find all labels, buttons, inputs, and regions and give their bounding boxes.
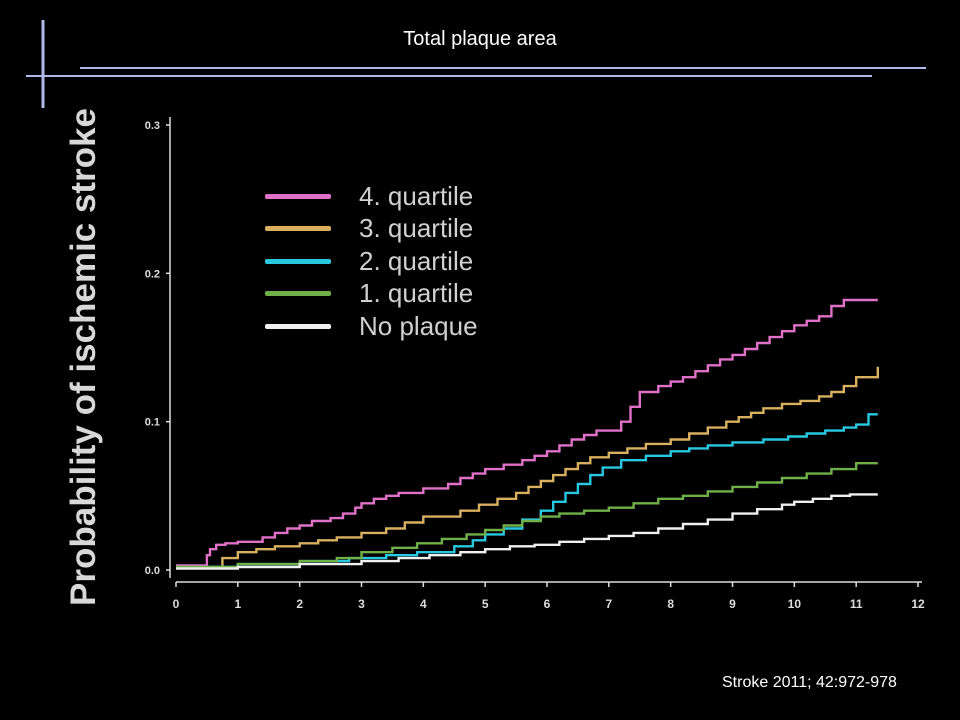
series-line	[176, 413, 878, 569]
legend-swatch	[265, 193, 331, 199]
y-tick-label: 0.3	[145, 120, 160, 132]
legend-label: No plaque	[359, 310, 478, 341]
citation: Stroke 2011; 42:972-978	[722, 674, 897, 691]
x-tick-label: 9	[729, 597, 736, 611]
x-tick-label: 0	[173, 597, 180, 611]
chart-series	[176, 298, 879, 570]
series-line	[176, 298, 878, 567]
x-tick-label: 1	[234, 597, 241, 611]
legend-item: No plaque	[265, 310, 478, 343]
legend-item: 4. quartile	[265, 180, 478, 213]
y-axis-label: Probability of ischemic stroke	[64, 108, 103, 606]
x-tick-label: 11	[850, 597, 863, 611]
legend-swatch	[265, 291, 331, 297]
x-tick-label: 7	[605, 597, 612, 611]
x-tick-label: 5	[482, 597, 489, 611]
y-tick-label: 0.2	[145, 268, 160, 280]
legend-item: 2. quartile	[265, 245, 478, 278]
series-line	[176, 493, 878, 570]
x-tick-label: 3	[358, 597, 365, 611]
x-tick-label: 8	[667, 597, 674, 611]
legend-label: 4. quartile	[359, 180, 474, 211]
series-line	[176, 462, 878, 569]
chart-legend: 4. quartile 3. quartile 2. quartile 1. q…	[265, 180, 478, 343]
legend-swatch	[265, 323, 331, 329]
slide-title: Total plaque area	[403, 28, 557, 50]
legend-item: 1. quartile	[265, 278, 478, 311]
x-tick-label: 10	[788, 597, 802, 611]
x-tick-label: 6	[544, 597, 551, 611]
x-tick-label: 12	[911, 597, 925, 611]
y-tick-label: 0.1	[145, 417, 160, 429]
legend-label: 3. quartile	[359, 213, 474, 244]
legend-swatch	[265, 258, 331, 264]
legend-swatch	[265, 226, 331, 232]
x-tick-label: 2	[296, 597, 303, 611]
series-line	[176, 366, 879, 569]
chart-axes: 0.00.10.20.30 1 2 3 4 5 6 7 8 9 10 11 12	[145, 117, 925, 611]
y-tick-label: 0.0	[145, 565, 160, 577]
legend-label: 1. quartile	[359, 278, 474, 309]
legend-item: 3. quartile	[265, 213, 478, 246]
x-tick-label: 4	[420, 597, 427, 611]
legend-label: 2. quartile	[359, 245, 474, 276]
